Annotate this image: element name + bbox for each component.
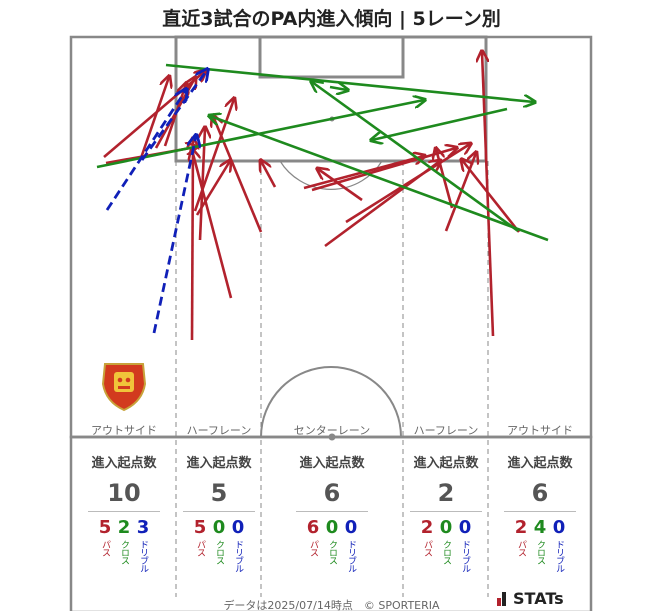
lane-stats-halfspace-left: 進入起点数 5 5 パス 0 クロス 0 ドリブル	[177, 452, 261, 572]
cross-count: 2	[117, 517, 131, 538]
brand-name: STATs	[513, 589, 564, 608]
lane-label-outside-right: アウトサイド	[507, 424, 573, 437]
stat-header: 進入起点数	[186, 456, 252, 471]
team-emblem	[101, 363, 147, 412]
stat-total: 5	[210, 479, 228, 507]
stat-header: 進入起点数	[507, 456, 573, 471]
cross-arrow	[372, 107, 508, 140]
pass-count: 6	[306, 517, 320, 538]
brand-mark-icon	[497, 591, 509, 606]
cross-label: クロス	[441, 540, 451, 564]
pass-count: 2	[420, 517, 434, 538]
pass-label: パス	[422, 540, 432, 556]
lane-stats-outside-left: 進入起点数 10 5 パス 2 クロス 3 ドリブル	[73, 452, 175, 572]
dribble-label: ドリブル	[233, 540, 243, 572]
brand-logo: STATs	[497, 589, 564, 608]
stat-header: 進入起点数	[299, 456, 365, 471]
cross-label: クロス	[214, 540, 224, 564]
cross-count: 0	[325, 517, 339, 538]
dribble-count: 0	[344, 517, 358, 538]
lane-stats-halfspace-right: 進入起点数 2 2 パス 0 クロス 0 ドリブル	[404, 452, 488, 572]
pass-label: パス	[308, 540, 318, 556]
lane-label-halfspace-right: ハーフレーン	[413, 424, 479, 437]
pass-arrow	[193, 99, 234, 212]
cross-label: クロス	[327, 540, 337, 564]
cross-arrows	[96, 63, 549, 242]
pass-arrow	[139, 77, 169, 159]
cross-arrow	[165, 63, 534, 102]
cross-count: 4	[533, 517, 547, 538]
pass-count: 2	[514, 517, 528, 538]
stat-header: 進入起点数	[413, 456, 479, 471]
dribble-arrows	[105, 70, 207, 334]
pass-arrow	[444, 153, 476, 232]
dribble-label: ドリブル	[346, 540, 356, 572]
cross-arrow	[210, 116, 549, 242]
chart-title: 直近3試合のPA内進入傾向 | 5レーン別	[162, 8, 501, 30]
dribble-label: ドリブル	[554, 540, 564, 572]
pass-arrow	[200, 128, 205, 241]
cross-label: クロス	[535, 540, 545, 564]
dribble-label: ドリブル	[460, 540, 470, 572]
pass-label: パス	[100, 540, 110, 556]
pass-arrow	[195, 161, 230, 216]
cross-count: 0	[439, 517, 453, 538]
footer-note: データは2025/07/14時点 © SPORTERIA	[223, 599, 440, 612]
pass-label: パス	[195, 540, 205, 556]
stat-total: 2	[437, 479, 455, 507]
cross-label: クロス	[119, 540, 129, 564]
cross-count: 0	[212, 517, 226, 538]
dribble-arrow	[152, 136, 196, 334]
pass-arrow	[318, 169, 363, 202]
pass-arrow	[261, 161, 277, 188]
lane-stats-outside-right: 進入起点数 6 2 パス 4 クロス 0 ドリブル	[489, 452, 591, 572]
pass-arrow	[345, 144, 470, 224]
pass-count: 5	[193, 517, 207, 538]
dribble-count: 0	[231, 517, 245, 538]
pass-count: 5	[98, 517, 112, 538]
lane-label-outside-left: アウトサイド	[91, 424, 157, 437]
pass-arrow	[213, 116, 263, 233]
dribble-count: 0	[552, 517, 566, 538]
dribble-arrow	[140, 70, 207, 161]
pass-arrow	[462, 160, 521, 233]
lane-label-center: センターレーン	[293, 424, 371, 437]
pass-arrow	[192, 139, 193, 341]
stat-total: 6	[323, 479, 341, 507]
pass-arrow	[192, 150, 233, 299]
lane-stats-center: 進入起点数 6 6 パス 0 クロス 0 ドリブル	[262, 452, 402, 572]
stat-header: 進入起点数	[91, 456, 157, 471]
pass-label: パス	[516, 540, 526, 556]
stat-total: 6	[531, 479, 549, 507]
cross-arrow	[329, 87, 347, 90]
dribble-arrow	[105, 90, 186, 211]
lane-label-halfspace-left: ハーフレーン	[186, 424, 252, 437]
dribble-label: ドリブル	[138, 540, 148, 572]
dribble-count: 3	[136, 517, 150, 538]
stat-total: 10	[107, 479, 141, 507]
cross-arrow	[312, 82, 519, 233]
dribble-count: 0	[458, 517, 472, 538]
